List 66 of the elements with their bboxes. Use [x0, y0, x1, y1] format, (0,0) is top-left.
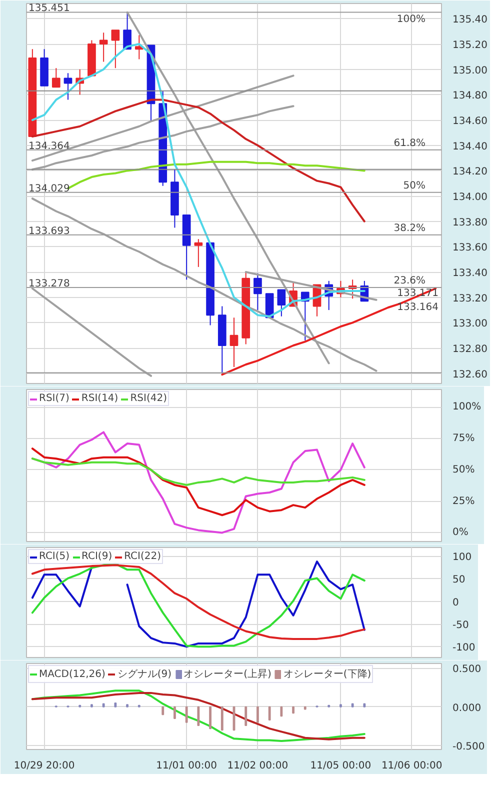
y-tick-label: 0.000 — [452, 702, 482, 714]
y-tick-label: 134.00 — [452, 192, 488, 204]
y-tick-label: 0 — [452, 597, 459, 608]
y-tick-label: 135.40 — [452, 14, 488, 26]
line-series — [31, 448, 366, 516]
ref-line-label: 133.693 — [28, 226, 70, 237]
line-series — [31, 458, 366, 486]
legend-label: RSI(14) — [81, 393, 118, 404]
x-tick-label: 11/02 00:00 — [227, 760, 288, 772]
legend-label: オシレーター(上昇) — [184, 668, 272, 681]
y-tick-label: 133.80 — [452, 217, 488, 228]
ref-line-label: 133.278 — [28, 278, 70, 290]
annotation: 61.8% — [394, 138, 426, 149]
ref-line-label: 135.451 — [28, 3, 70, 14]
legend-label: シグナル(9) — [117, 668, 172, 681]
x-tick-label: 11/01 00:00 — [156, 760, 217, 772]
y-tick-label: 0.500 — [452, 664, 482, 676]
y-tick-label: 135.20 — [452, 40, 488, 52]
y-tick-label: -50 — [452, 620, 469, 631]
candlestick — [230, 317, 238, 368]
candlestick — [254, 272, 262, 311]
y-tick-label: 100 — [452, 552, 472, 564]
y-tick-label: 100% — [452, 402, 482, 413]
x-tick-label: 10/29 20:00 — [14, 760, 75, 772]
candlestick — [99, 32, 108, 62]
y-tick-label: -100 — [452, 642, 476, 654]
y-tick-label: 75% — [452, 432, 475, 444]
y-tick-label: 134.60 — [452, 116, 488, 128]
y-tick-label: 135.00 — [452, 65, 488, 76]
y-tick-label: 134.20 — [452, 166, 488, 178]
legend-label: RCI(22) — [124, 551, 162, 562]
y-tick-label: 25% — [452, 496, 475, 507]
y-tick-label: 50 — [452, 574, 466, 586]
legend-label: RCI(5) — [39, 551, 70, 562]
legend-label: MACD(12,26) — [39, 668, 106, 680]
line-series — [31, 98, 366, 222]
candlestick — [52, 68, 60, 88]
y-tick-label: 133.20 — [452, 293, 488, 304]
ref-line-label: 134.029 — [28, 183, 70, 194]
y-tick-label: -0.500 — [452, 742, 485, 753]
x-tick-label: 11/05 00:00 — [310, 760, 372, 772]
y-tick-label: 132.60 — [452, 369, 488, 380]
legend-label: RCI(9) — [82, 551, 112, 562]
annotation: 38.2% — [394, 222, 426, 234]
annotation: 133.164 — [397, 302, 439, 314]
candlestick — [194, 238, 203, 268]
y-tick-label: 133.40 — [452, 268, 488, 280]
y-tick-label: 134.80 — [452, 90, 488, 102]
y-tick-label: 133.00 — [452, 318, 488, 330]
candlestick — [64, 72, 72, 100]
annotation: 23.6% — [394, 275, 426, 286]
annotation: 50% — [403, 180, 426, 192]
candlestick — [277, 289, 286, 317]
y-tick-label: 50% — [452, 464, 475, 476]
y-tick-label: 0% — [452, 527, 468, 538]
candlestick — [111, 30, 120, 69]
ref-line-label: 134.364 — [28, 140, 70, 152]
legend-label: オシレーター(下降) — [283, 668, 372, 681]
annotation: 100% — [396, 14, 426, 26]
y-tick-label: 134.40 — [452, 141, 488, 152]
line-series — [221, 288, 437, 376]
legend-label: RSI(7) — [39, 393, 70, 404]
y-tick-label: 133.60 — [452, 242, 488, 254]
legend-label: RSI(42) — [130, 393, 167, 404]
y-tick-label: 132.80 — [452, 344, 488, 356]
x-tick-label: 11/06 00:00 — [381, 760, 442, 772]
